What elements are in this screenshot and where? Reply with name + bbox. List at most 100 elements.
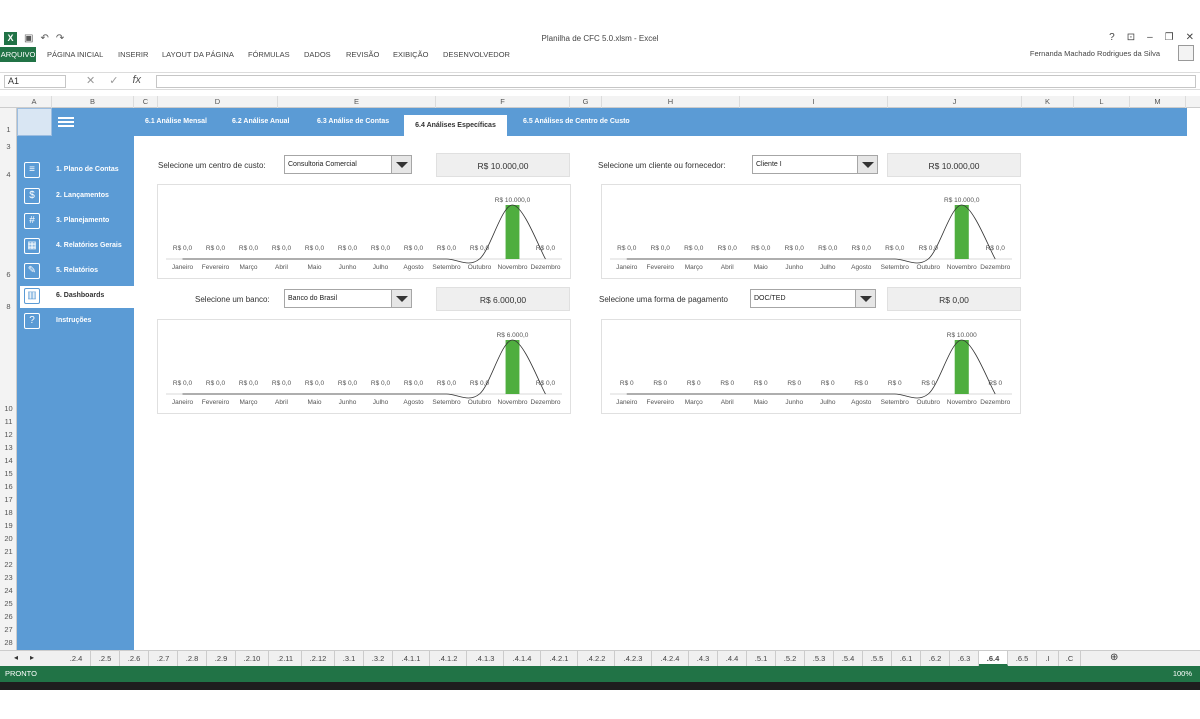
row-header[interactable]: 15 <box>4 469 13 478</box>
tab-file[interactable]: ARQUIVO <box>0 47 36 62</box>
sheet-tab[interactable]: .5.1 <box>747 651 776 666</box>
column-header[interactable]: G <box>570 96 602 108</box>
row-header[interactable]: 8 <box>6 302 11 311</box>
row-header[interactable]: 18 <box>4 508 13 517</box>
client-dropdown[interactable]: Cliente I <box>752 155 878 174</box>
sidebar-item-plano-de-contas[interactable]: ≡ 1. Plano de Contas <box>20 160 134 182</box>
row-header[interactable]: 13 <box>4 443 13 452</box>
sheet-tab[interactable]: .I <box>1037 651 1059 666</box>
column-header[interactable]: F <box>436 96 570 108</box>
sheet-tab[interactable]: .4.3 <box>689 651 718 666</box>
row-header[interactable]: 23 <box>4 573 13 582</box>
sheet-tab[interactable]: .4.2.1 <box>541 651 578 666</box>
add-sheet-icon[interactable]: ⊕ <box>1110 652 1119 663</box>
tab-formulas[interactable]: FÓRMULAS <box>248 50 290 59</box>
close-icon[interactable]: ✕ <box>1185 32 1194 43</box>
row-header[interactable]: 6 <box>6 270 11 279</box>
row-header[interactable]: 19 <box>4 521 13 530</box>
sheet-tab[interactable]: .4.2.3 <box>615 651 652 666</box>
row-header[interactable]: 16 <box>4 482 13 491</box>
sidebar-item-relatorios-gerais[interactable]: ▦ 4. Relatórios Gerais <box>20 236 134 258</box>
tab-6-2[interactable]: 6.2 Análise Anual <box>232 118 290 125</box>
sidebar-item-relatorios[interactable]: ✎ 5. Relatórios <box>20 261 134 283</box>
menu-icon[interactable] <box>58 117 74 127</box>
tab-6-1[interactable]: 6.1 Análise Mensal <box>145 118 207 125</box>
sheet-tab[interactable]: .3.1 <box>335 651 364 666</box>
row-header[interactable]: 20 <box>4 534 13 543</box>
insert-function-icon[interactable]: fx <box>132 74 141 86</box>
row-header[interactable]: 25 <box>4 599 13 608</box>
row-header[interactable]: 27 <box>4 625 13 634</box>
bank-dropdown[interactable]: Banco do Brasil <box>284 289 412 308</box>
chevron-down-icon[interactable] <box>391 290 411 307</box>
sheet-tab[interactable]: .2.9 <box>207 651 236 666</box>
sheet-tab[interactable]: .4.1.4 <box>504 651 541 666</box>
sheet-tab[interactable]: .6.3 <box>950 651 979 666</box>
column-header[interactable]: I <box>740 96 888 108</box>
row-header[interactable]: 10 <box>4 404 13 413</box>
sheet-tab[interactable]: .4.2.4 <box>652 651 689 666</box>
redo-icon[interactable]: ↷ <box>55 33 65 44</box>
name-box[interactable]: A1 <box>4 75 66 88</box>
sheet-tab[interactable]: .C <box>1059 651 1081 666</box>
payment-dropdown[interactable]: DOC/TED <box>750 289 876 308</box>
sheet-tab[interactable]: .4.4 <box>718 651 747 666</box>
tab-data[interactable]: DADOS <box>304 50 331 59</box>
formula-input[interactable] <box>156 75 1196 88</box>
sheet-tab[interactable]: .2.8 <box>178 651 207 666</box>
cancel-icon[interactable]: ✕ <box>86 75 96 87</box>
row-header[interactable]: 21 <box>4 547 13 556</box>
sidebar-item-lancamentos[interactable]: $ 2. Lançamentos <box>20 186 134 208</box>
column-header[interactable]: C <box>134 96 158 108</box>
enter-icon[interactable]: ✓ <box>109 75 119 87</box>
scroll-right-icon[interactable]: ▸ <box>30 653 35 662</box>
row-header[interactable]: 24 <box>4 586 13 595</box>
minimize-icon[interactable]: – <box>1147 32 1153 43</box>
sheet-tab[interactable]: .6.5 <box>1008 651 1037 666</box>
scroll-left-icon[interactable]: ◂ <box>14 653 19 662</box>
chevron-down-icon[interactable] <box>855 290 875 307</box>
sheet-tab[interactable]: .6.1 <box>892 651 921 666</box>
cost-center-dropdown[interactable]: Consultoria Comercial <box>284 155 412 174</box>
sheet-tab[interactable]: .2.6 <box>120 651 149 666</box>
tab-6-3[interactable]: 6.3 Análise de Contas <box>317 118 390 125</box>
row-header[interactable]: 22 <box>4 560 13 569</box>
tab-insert[interactable]: INSERIR <box>118 50 149 59</box>
column-header[interactable]: B <box>52 96 134 108</box>
column-header[interactable]: D <box>158 96 278 108</box>
tab-review[interactable]: REVISÃO <box>346 50 380 59</box>
column-header[interactable]: J <box>888 96 1022 108</box>
sheet-tab[interactable]: .6.2 <box>921 651 950 666</box>
row-header[interactable]: 17 <box>4 495 13 504</box>
user-name[interactable]: Fernanda Machado Rodrigues da Silva <box>1029 49 1160 58</box>
row-header[interactable]: 4 <box>6 170 11 179</box>
column-header[interactable]: A <box>17 96 52 108</box>
tab-home[interactable]: PÁGINA INICIAL <box>47 50 104 59</box>
sheet-tab[interactable]: .2.4 <box>62 651 91 666</box>
sheet-tab[interactable]: .5.2 <box>776 651 805 666</box>
row-header[interactable]: 1 <box>6 125 11 134</box>
help-icon[interactable]: ? <box>1109 32 1115 43</box>
sidebar-item-dashboards[interactable]: ▥ 6. Dashboards <box>20 286 134 308</box>
avatar[interactable] <box>1178 45 1194 61</box>
sheet-tab[interactable]: .4.1.3 <box>467 651 504 666</box>
sheet-tab[interactable]: .2.10 <box>236 651 269 666</box>
column-header[interactable]: M <box>1130 96 1186 108</box>
undo-icon[interactable]: ↶ <box>40 33 49 44</box>
row-header[interactable]: 11 <box>4 417 13 426</box>
sheet-tab[interactable]: .6.4 <box>979 651 1008 666</box>
sheet-tab[interactable]: .2.5 <box>91 651 120 666</box>
tab-developer[interactable]: DESENVOLVEDOR <box>443 50 510 59</box>
tab-6-5[interactable]: 6.5 Análises de Centro de Custo <box>523 118 630 125</box>
sheet-tab[interactable]: .2.7 <box>149 651 178 666</box>
row-header[interactable]: 28 <box>4 638 13 647</box>
tab-view[interactable]: EXIBIÇÃO <box>393 50 429 59</box>
row-header[interactable]: 3 <box>6 142 11 151</box>
sheet-tab[interactable]: .4.2.2 <box>578 651 615 666</box>
sheet-tab[interactable]: .4.1.2 <box>430 651 467 666</box>
sidebar-item-instrucoes[interactable]: ? Instruções <box>20 311 134 333</box>
ribbon-display-icon[interactable]: ⊡ <box>1126 32 1136 43</box>
column-header[interactable]: K <box>1022 96 1074 108</box>
row-header[interactable]: 14 <box>4 456 13 465</box>
sheet-tab[interactable]: .5.5 <box>863 651 892 666</box>
